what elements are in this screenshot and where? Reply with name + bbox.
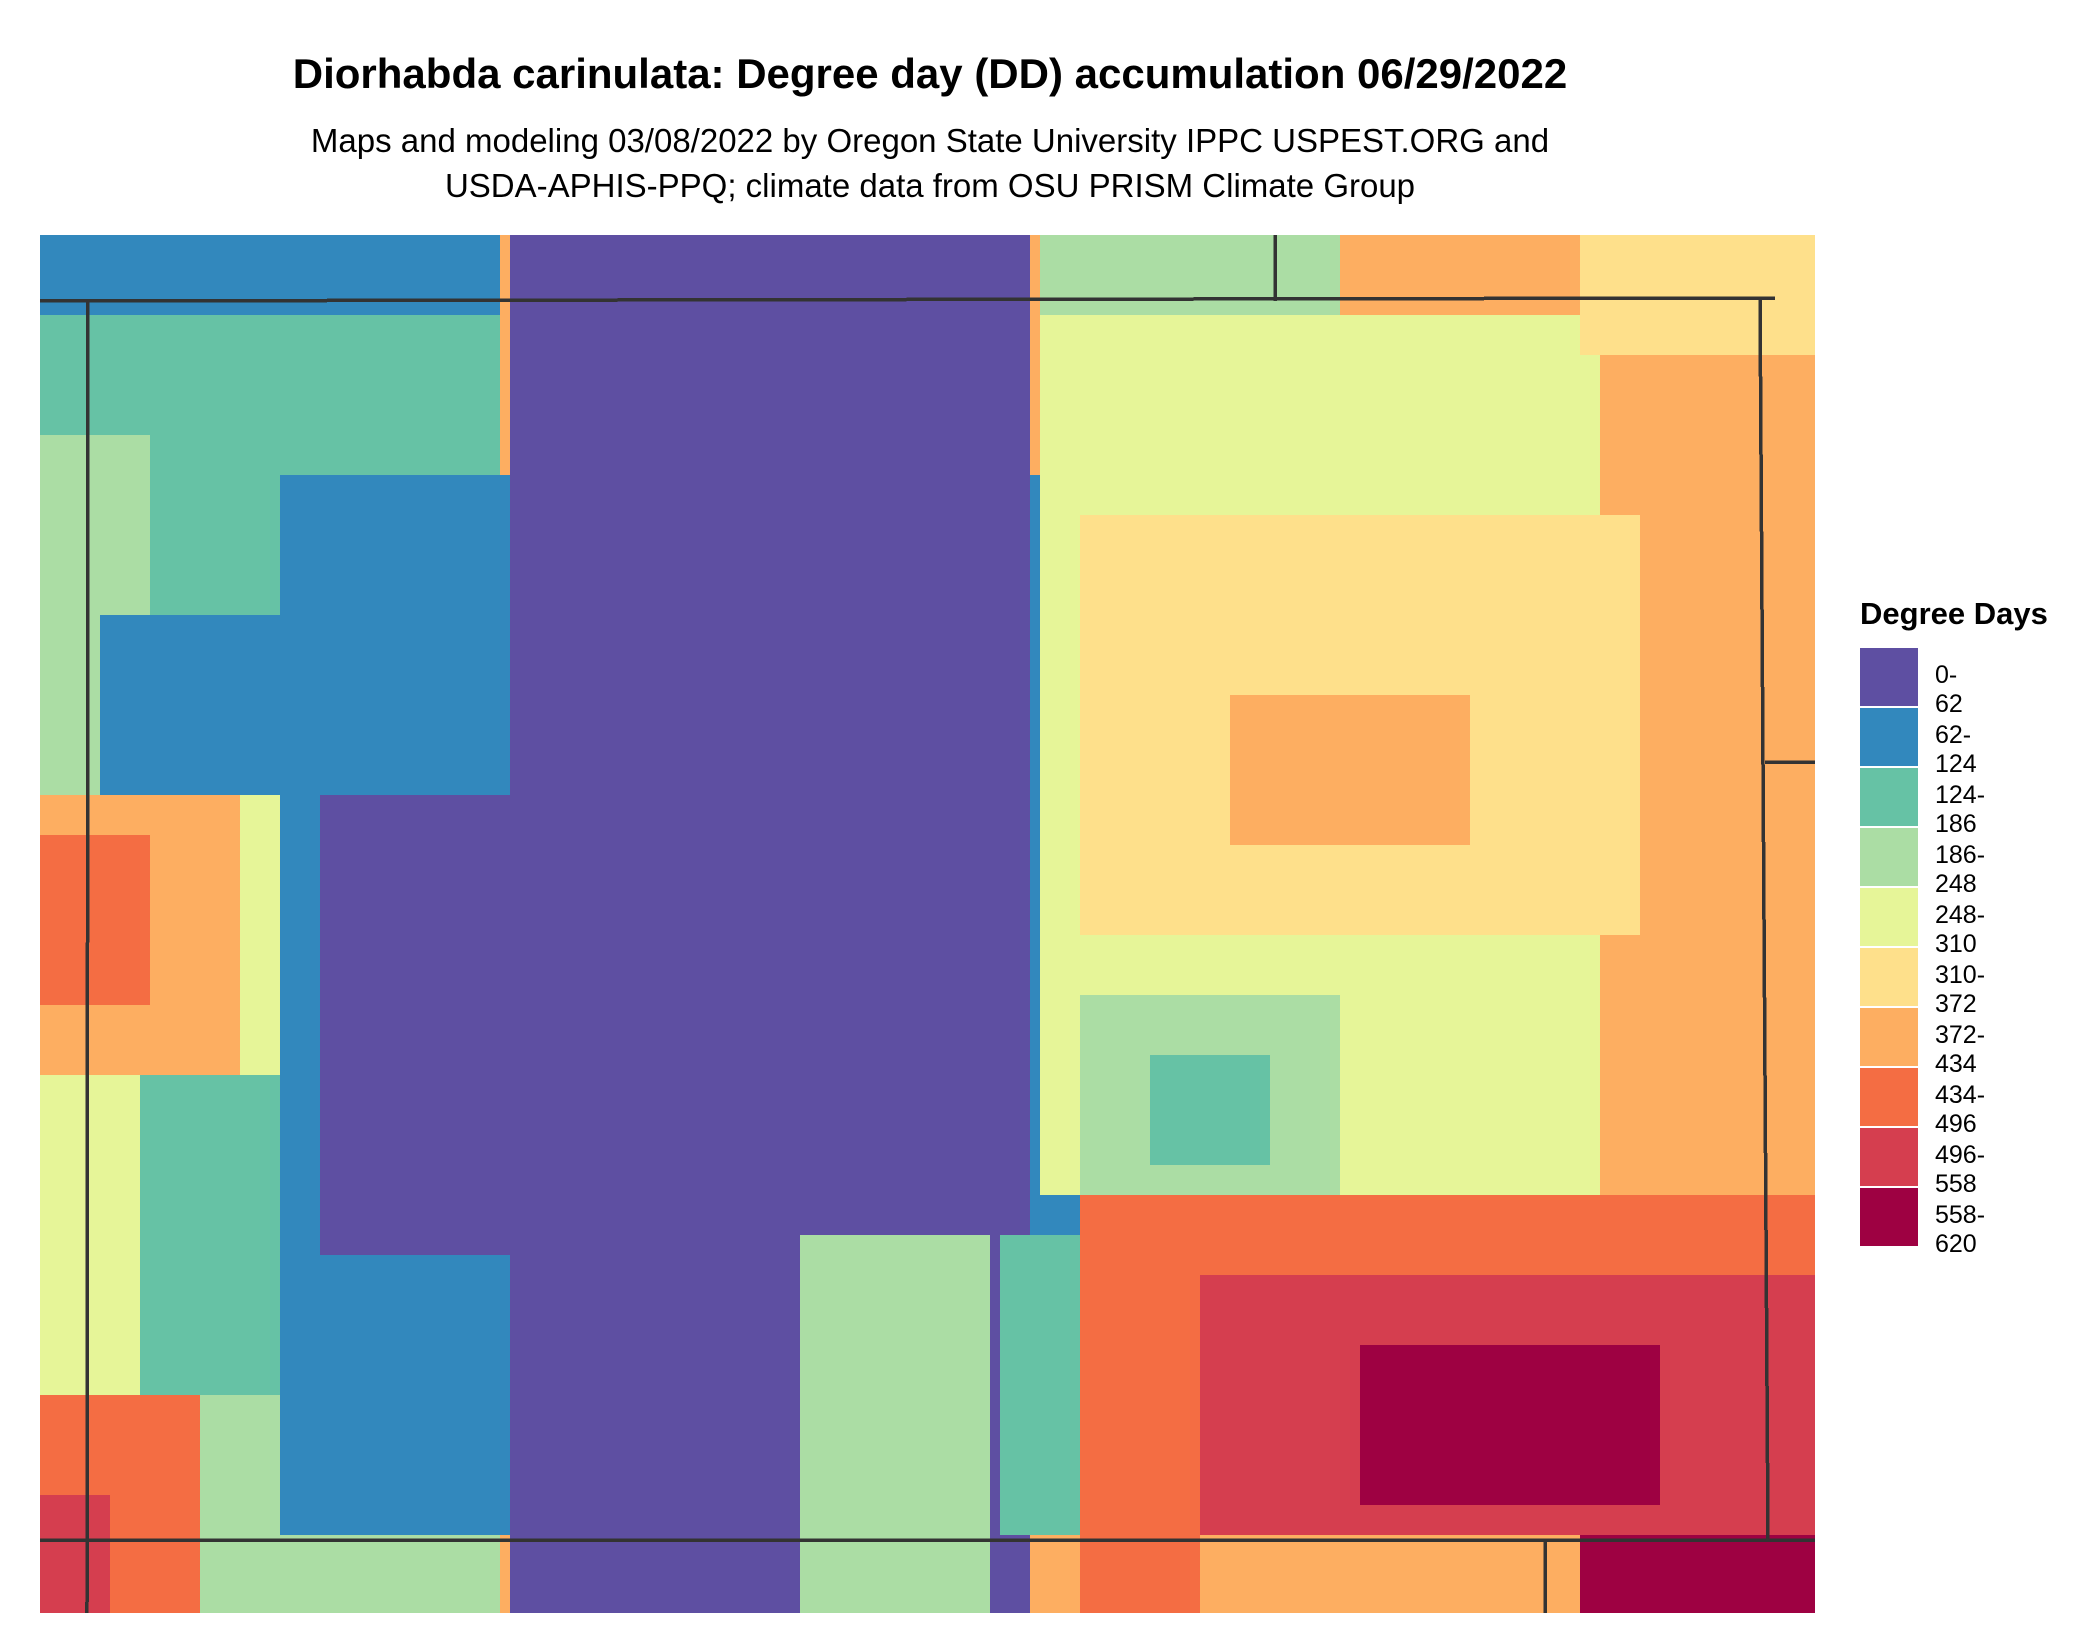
legend-swatch (1860, 1188, 1918, 1246)
legend-swatch (1860, 768, 1918, 826)
legend-label: 248-310 (1935, 901, 1986, 958)
legend-label: 0-62 (1935, 661, 1963, 718)
subtitle-line-2: USDA-APHIS-PPQ; climate data from OSU PR… (444, 167, 1416, 204)
legend-swatch (1860, 648, 1918, 706)
region-w-blue (100, 615, 300, 795)
region-central-valley (800, 1235, 990, 1613)
degree-day-map (40, 235, 1815, 1613)
legend-label: 496-558 (1935, 1141, 1986, 1198)
state-boundary-right (1758, 297, 1770, 1541)
legend-swatch (1860, 1068, 1918, 1126)
region-central-teal (1000, 1235, 1080, 1535)
region-sw-corner-dark (40, 1495, 110, 1613)
subtitle-line-1: Maps and modeling 03/08/2022 by Oregon S… (310, 122, 1550, 159)
legend-label: 124-186 (1935, 781, 1986, 838)
legend-title: Degree Days (1860, 596, 2048, 631)
legend-swatch (1860, 1128, 1918, 1186)
state-boundary-left (85, 300, 90, 1613)
region-s-orange (1200, 1535, 1580, 1613)
region-se-darkred (1360, 1345, 1660, 1505)
region-se-corner (1580, 1535, 1815, 1613)
state-boundaries (40, 235, 1815, 1613)
legend-swatch (1860, 948, 1918, 1006)
legend-swatch (1860, 708, 1918, 766)
legend-label: 372-434 (1935, 1021, 1986, 1078)
region-central-purple-w (320, 795, 520, 1255)
legend-label: 558-620 (1935, 1201, 1986, 1258)
legend-label: 310-372 (1935, 961, 1986, 1018)
map-subtitle: Maps and modeling 03/08/2022 by Oregon S… (0, 118, 1860, 208)
legend-label: 62-124 (1935, 721, 1977, 778)
state-boundary-top (40, 296, 1776, 303)
legend-swatch (1860, 828, 1918, 886)
map-title: Diorhabda carinulata: Degree day (DD) ac… (292, 50, 1568, 97)
region-ne-corner (1580, 235, 1815, 355)
region-nw-blue (40, 235, 500, 315)
legend-label: 186-248 (1935, 841, 1986, 898)
legend-label: 434-496 (1935, 1081, 1986, 1138)
legend-swatch (1860, 1008, 1918, 1066)
region-e-teal (1150, 1055, 1270, 1165)
map-regions (40, 235, 1815, 1613)
region-ne-orange (1230, 695, 1470, 845)
legend-swatch (1860, 888, 1918, 946)
region-sw-red (40, 835, 150, 1005)
